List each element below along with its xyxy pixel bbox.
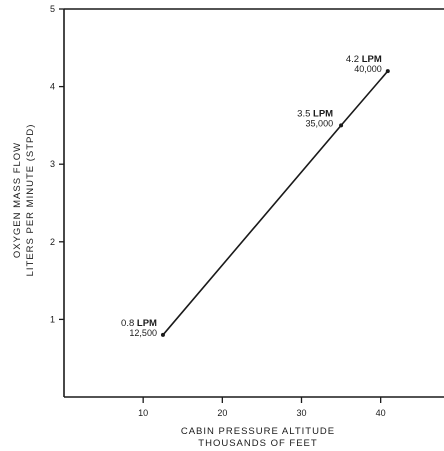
point-flow-label: 3.5 LPM	[297, 108, 333, 119]
y-tick-label: 2	[50, 237, 55, 247]
y-tick-label: 5	[50, 4, 55, 14]
point-flow-value: 0.8	[121, 318, 137, 329]
point-flow-label: 0.8 LPM	[121, 318, 157, 329]
y-tick-label: 3	[50, 159, 55, 169]
x-tick-label: 40	[376, 408, 386, 418]
y-tick-label: 1	[50, 314, 55, 324]
point-altitude-label: 12,500	[129, 328, 157, 338]
x-tick-label: 10	[138, 408, 148, 418]
point-altitude-label: 40,000	[354, 64, 382, 74]
point-flow-unit: LPM	[137, 318, 157, 329]
data-point	[385, 69, 390, 74]
x-axis-title-line-2: THOUSANDS OF FEET	[198, 438, 317, 449]
y-ticks: 1 2 3 4 5	[50, 4, 64, 324]
x-ticks: 10 20 30 40	[138, 397, 386, 418]
y-tick-label: 4	[50, 82, 55, 92]
point-flow-value: 4.2	[346, 54, 362, 65]
x-tick-label: 20	[217, 408, 227, 418]
point-flow-label: 4.2 LPM	[346, 54, 382, 65]
data-point	[339, 123, 344, 128]
y-axis-title-line-2: LITERS PER MINUTE (STPD)	[25, 124, 36, 277]
point-flow-value: 3.5	[297, 108, 313, 119]
point-altitude-label: 35,000	[306, 118, 334, 128]
x-axis-title-line-1: CABIN PRESSURE ALTITUDE	[181, 426, 335, 437]
series-layer	[160, 69, 390, 337]
data-point	[160, 332, 165, 337]
y-axis-title-line-1: OXYGEN MASS FLOW	[12, 142, 23, 258]
series-line	[162, 70, 389, 336]
x-tick-label: 30	[296, 408, 306, 418]
point-flow-unit: LPM	[362, 54, 382, 65]
point-flow-unit: LPM	[313, 108, 333, 119]
plot-frame	[63, 8, 444, 398]
